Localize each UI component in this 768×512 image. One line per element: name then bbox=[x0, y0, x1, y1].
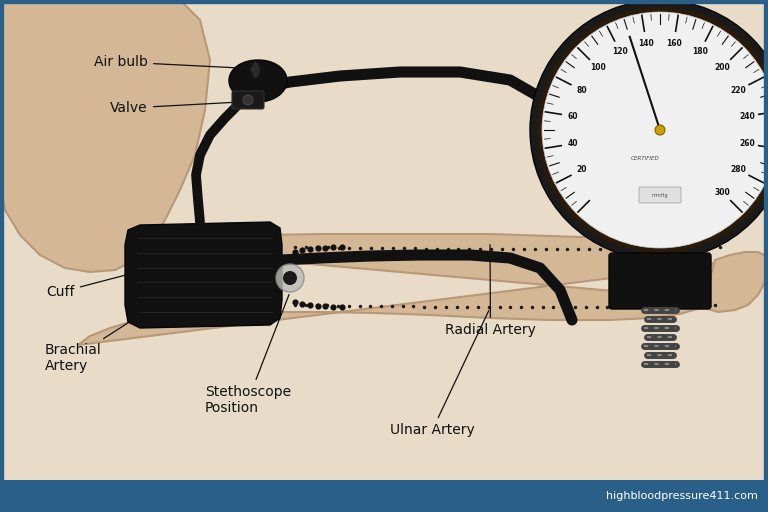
Circle shape bbox=[276, 264, 304, 292]
Circle shape bbox=[542, 12, 768, 248]
Text: mmHg: mmHg bbox=[652, 193, 668, 198]
Wedge shape bbox=[250, 61, 260, 79]
Point bbox=[289, 248, 301, 256]
Point bbox=[296, 246, 308, 254]
Text: Cuff: Cuff bbox=[47, 271, 142, 299]
Text: 180: 180 bbox=[692, 47, 708, 56]
Circle shape bbox=[655, 125, 665, 135]
Point bbox=[327, 303, 339, 311]
Text: 120: 120 bbox=[612, 47, 628, 56]
Text: CERTIFIED: CERTIFIED bbox=[631, 156, 660, 160]
Polygon shape bbox=[125, 222, 282, 328]
Point bbox=[336, 243, 348, 251]
Text: Stethoscope
Position: Stethoscope Position bbox=[205, 294, 291, 415]
Text: highbloodpressure411.com: highbloodpressure411.com bbox=[606, 491, 758, 501]
Text: Valve: Valve bbox=[111, 101, 237, 115]
Point bbox=[336, 303, 348, 311]
Text: 220: 220 bbox=[730, 86, 746, 95]
Point bbox=[312, 302, 324, 310]
Text: 40: 40 bbox=[568, 139, 578, 148]
Circle shape bbox=[537, 7, 768, 253]
Text: Air bulb: Air bulb bbox=[94, 55, 237, 69]
Point bbox=[319, 244, 331, 252]
Point bbox=[312, 244, 324, 252]
Polygon shape bbox=[0, 0, 210, 272]
Circle shape bbox=[530, 0, 768, 260]
Bar bbox=[0, 480, 768, 512]
Text: 280: 280 bbox=[730, 165, 746, 175]
Point bbox=[319, 302, 331, 310]
Text: 240: 240 bbox=[739, 112, 755, 121]
Text: Ulnar Artery: Ulnar Artery bbox=[390, 310, 488, 437]
Circle shape bbox=[283, 271, 297, 285]
Text: 160: 160 bbox=[666, 38, 682, 48]
Point bbox=[304, 301, 316, 309]
Text: 140: 140 bbox=[638, 38, 654, 48]
Point bbox=[296, 300, 308, 308]
Text: 60: 60 bbox=[568, 112, 578, 121]
Text: 100: 100 bbox=[590, 63, 606, 72]
Text: Brachial
Artery: Brachial Artery bbox=[45, 311, 146, 373]
Point bbox=[304, 245, 316, 253]
FancyBboxPatch shape bbox=[232, 91, 264, 109]
Polygon shape bbox=[229, 60, 287, 102]
Text: 20: 20 bbox=[576, 165, 587, 175]
Circle shape bbox=[243, 95, 253, 105]
Point bbox=[327, 243, 339, 251]
FancyBboxPatch shape bbox=[609, 253, 711, 309]
Text: 300: 300 bbox=[714, 188, 730, 197]
FancyBboxPatch shape bbox=[639, 187, 681, 203]
Polygon shape bbox=[78, 234, 715, 345]
Text: 260: 260 bbox=[739, 139, 755, 148]
Text: Radial Artery: Radial Artery bbox=[445, 245, 536, 337]
Text: 80: 80 bbox=[576, 86, 587, 95]
Polygon shape bbox=[700, 252, 768, 312]
Point bbox=[289, 298, 301, 306]
Text: 200: 200 bbox=[714, 63, 730, 72]
